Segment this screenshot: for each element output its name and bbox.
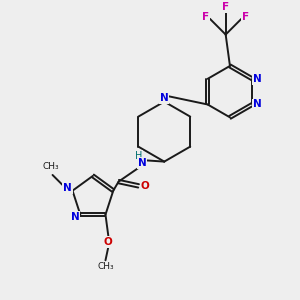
Text: N: N <box>71 212 80 222</box>
Text: F: F <box>202 12 209 22</box>
Text: N: N <box>160 93 169 103</box>
Text: N: N <box>138 158 147 168</box>
Text: O: O <box>104 237 113 247</box>
Text: N: N <box>253 100 262 110</box>
Text: N: N <box>253 74 262 84</box>
Text: H: H <box>135 151 142 161</box>
Text: F: F <box>222 2 229 12</box>
Text: N: N <box>63 183 72 194</box>
Text: CH₃: CH₃ <box>43 163 59 172</box>
Text: CH₃: CH₃ <box>97 262 114 271</box>
Text: F: F <box>242 12 249 22</box>
Text: O: O <box>140 181 149 191</box>
